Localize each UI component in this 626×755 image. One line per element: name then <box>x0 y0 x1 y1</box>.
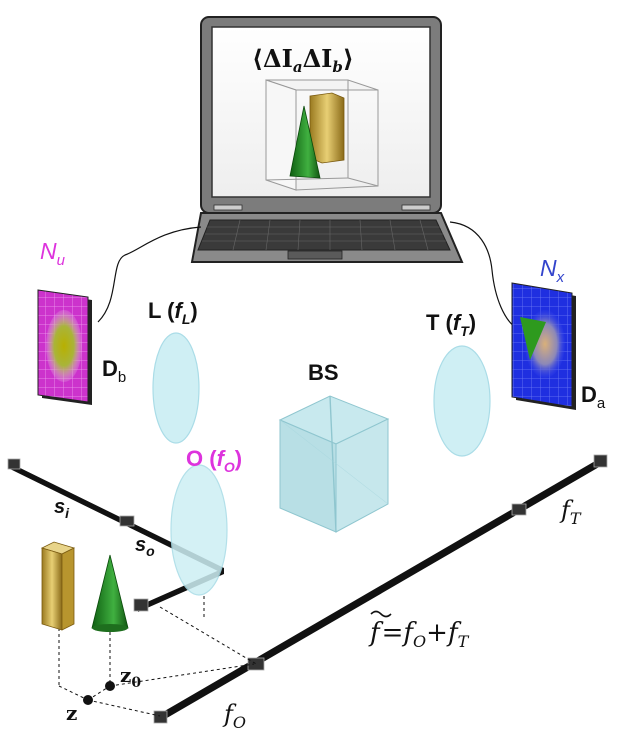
rail-s-o-carriage <box>133 598 149 612</box>
point-z0 <box>105 681 115 691</box>
lens-t <box>433 345 491 457</box>
detector-da-label: Da <box>581 382 606 412</box>
beam-splitter-label: BS <box>308 360 339 385</box>
detector-da-triangle <box>520 317 546 360</box>
label-f-t: fT <box>559 496 582 528</box>
screen-gold-prism <box>309 92 345 164</box>
lens-o-label: O (fO) <box>186 446 242 475</box>
label-f-o: fO <box>222 700 246 732</box>
screen-green-cone <box>289 105 321 179</box>
cable-left <box>97 226 202 323</box>
detector-db-label: Db <box>102 356 126 386</box>
label-s-o: so <box>135 534 155 559</box>
detector-da-count: Nx <box>540 255 565 286</box>
laptop: ⟨ΔIaΔIb⟩ <box>190 16 464 263</box>
projection-lines <box>58 596 259 717</box>
rail-o-carriage <box>247 657 265 671</box>
correlation-formula: ⟨ΔIaΔIb⟩ <box>252 44 354 76</box>
screen-3d-box <box>265 79 379 191</box>
equation-total-focal: f=fO+fT <box>368 618 470 651</box>
laptop-hinge-left <box>213 204 243 211</box>
gold-prism-object <box>40 541 76 631</box>
rail-t-carriage <box>511 503 527 516</box>
laptop-keys <box>202 219 446 251</box>
rail-main-arm <box>153 454 608 724</box>
laptop-hinge-right <box>401 204 431 211</box>
label-s-i: si <box>54 496 70 521</box>
cable-right <box>449 221 517 329</box>
lens-l <box>152 332 200 444</box>
rail-s-i-carriage <box>119 515 135 527</box>
detector-db <box>37 289 92 405</box>
label-z: z <box>66 701 77 725</box>
green-cone-object <box>91 554 129 632</box>
lens-l-label: L (fL) <box>148 298 198 327</box>
laptop-touchpad <box>287 250 343 260</box>
laptop-keyboard <box>197 219 451 251</box>
lens-o <box>170 464 228 596</box>
label-z0: z0 <box>120 663 141 691</box>
beam-splitter-cube <box>278 395 390 533</box>
detector-db-spot <box>46 310 82 382</box>
detector-da <box>511 282 576 410</box>
point-z <box>83 695 93 705</box>
lens-t-label: T (fT) <box>426 310 476 339</box>
equation-tilde <box>370 610 392 618</box>
detector-db-count: Nu <box>40 238 66 269</box>
